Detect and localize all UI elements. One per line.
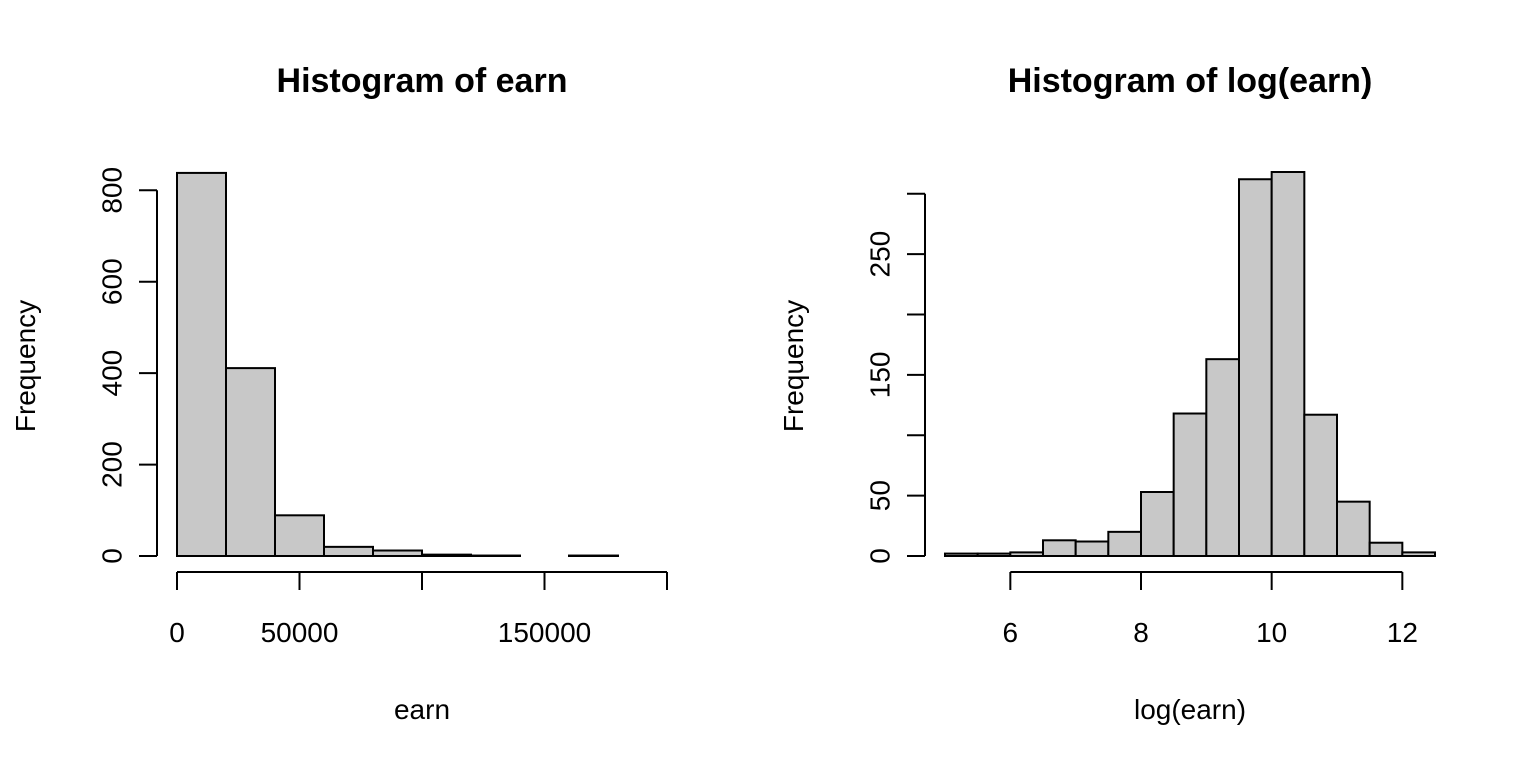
y-axis: 0 200 400 600 800 <box>97 167 158 564</box>
y-tick-label: 400 <box>97 350 128 397</box>
x-axis-label: earn <box>394 694 450 725</box>
histogram-bar <box>372 549 423 557</box>
x-axis: 6 8 10 12 <box>1003 571 1418 648</box>
histogram-bar <box>1009 551 1044 558</box>
x-axis-label: log(earn) <box>1134 694 1246 725</box>
x-tick-label: 12 <box>1387 617 1418 648</box>
y-tick-label: 0 <box>97 548 128 564</box>
histogram-bar <box>976 552 1012 557</box>
histogram-earn-panel: Histogram of earn Frequency earn 0 200 400… <box>10 62 668 725</box>
y-tick-label: 600 <box>97 258 128 305</box>
histogram-bar <box>1074 540 1110 558</box>
y-axis-label: Frequency <box>10 300 41 432</box>
histogram-bar <box>1172 412 1208 557</box>
y-tick-label: 50 <box>865 480 896 511</box>
histogram-bar <box>421 553 472 558</box>
x-axis: 0 50000 150000 <box>169 571 668 648</box>
histogram-bar <box>1140 491 1175 557</box>
histogram-bar <box>1401 551 1437 558</box>
histogram-bar <box>176 171 227 558</box>
histogram-bar <box>274 514 325 557</box>
histogram-bar <box>1042 539 1077 557</box>
histogram-bar <box>1336 500 1371 557</box>
histogram-bar <box>1270 171 1306 557</box>
x-tick-label: 8 <box>1133 617 1149 648</box>
x-tick-label: 10 <box>1256 617 1287 648</box>
histogram-bar <box>225 367 276 557</box>
y-tick-label: 800 <box>97 167 128 214</box>
chart-title: Histogram of log(earn) <box>1008 62 1373 100</box>
histogram-log-earn-panel: Histogram of log(earn) Frequency log(ear… <box>778 62 1437 725</box>
histogram-bar <box>944 552 979 557</box>
histogram-bar <box>1107 530 1143 558</box>
y-tick-label: 200 <box>97 441 128 488</box>
x-tick-label: 50000 <box>261 617 339 648</box>
bars <box>944 171 1437 558</box>
bars <box>176 171 619 558</box>
x-tick-label: 150000 <box>498 617 591 648</box>
histogram-bar <box>1205 358 1241 557</box>
chart-title: Histogram of earn <box>277 62 568 100</box>
y-tick-label: 0 <box>865 548 896 564</box>
histogram-bar <box>1368 541 1404 557</box>
x-tick-label: 0 <box>169 617 185 648</box>
y-axis: 0 50 150 250 <box>865 192 926 564</box>
y-tick-label: 150 <box>865 352 896 399</box>
x-tick-label: 6 <box>1003 617 1019 648</box>
y-axis-label: Frequency <box>778 300 809 432</box>
histogram-bar <box>1238 178 1273 558</box>
histogram-bar <box>1303 413 1339 557</box>
histogram-bar <box>323 545 374 557</box>
y-tick-label: 250 <box>865 231 896 278</box>
